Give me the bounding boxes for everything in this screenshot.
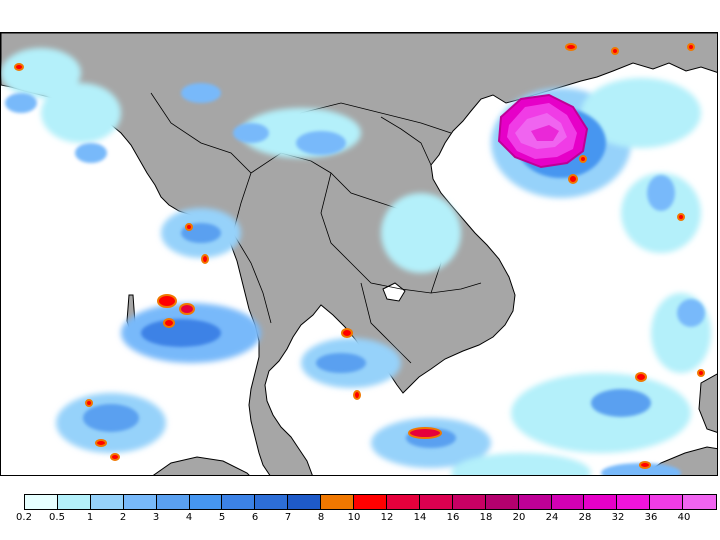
colorbar-label: 12 xyxy=(380,512,394,523)
colorbar-swatch xyxy=(288,495,322,509)
colorbar-swatch xyxy=(25,495,58,509)
colorbar-swatch xyxy=(452,495,486,509)
luzon-edge xyxy=(698,373,717,433)
colorbar-label: 20 xyxy=(512,512,526,523)
colorbar-label: 2 xyxy=(119,512,127,523)
colorbar-label: 14 xyxy=(413,512,427,523)
colorbar-label: 5 xyxy=(218,512,226,523)
colorbar-labels: 0.2 0.5 1 2 3 4 5 6 7 8 10 12 14 16 18 20 24 28 32 36 40 xyxy=(0,512,720,528)
colorbar-label: 1 xyxy=(86,512,94,523)
colorbar-label: 18 xyxy=(479,512,493,523)
precipitation-light xyxy=(1,48,711,475)
colorbar-label: 16 xyxy=(446,512,460,523)
colorbar-swatch xyxy=(57,495,91,509)
colorbar-swatch xyxy=(255,495,289,509)
sumatra-coast xyxy=(152,456,250,475)
mainland-southeast-asia xyxy=(1,33,717,475)
colorbar-swatch xyxy=(354,495,387,509)
colorbar-label: 8 xyxy=(317,512,325,523)
colorbar-label: 3 xyxy=(152,512,160,523)
tonle-sap-lake xyxy=(382,282,406,302)
colorbar-label: 32 xyxy=(611,512,625,523)
colorbar-label: 40 xyxy=(677,512,691,523)
colorbar-label: 7 xyxy=(284,512,292,523)
colorbar-swatch xyxy=(419,495,453,509)
colorbar-label: 36 xyxy=(644,512,658,523)
colorbar-swatch xyxy=(90,495,124,509)
colorbar-swatch xyxy=(123,495,157,509)
colorbar-label: 10 xyxy=(347,512,361,523)
colorbar-label: 4 xyxy=(185,512,193,523)
colorbar-label: 6 xyxy=(251,512,259,523)
colorbar-swatch xyxy=(551,495,585,509)
colorbar-swatch xyxy=(683,495,717,509)
precipitation-colorbar xyxy=(24,494,717,510)
colorbar-label: 24 xyxy=(545,512,559,523)
colorbar-label: 28 xyxy=(578,512,592,523)
colorbar-label: 0.2 xyxy=(16,512,32,523)
precipitation-heavy xyxy=(14,43,705,469)
colorbar-swatch xyxy=(156,495,190,509)
typhoon-core xyxy=(497,93,589,169)
colorbar-swatch xyxy=(222,495,256,509)
colorbar-swatch xyxy=(650,495,684,509)
precipitation-map xyxy=(0,32,718,476)
map-canvas xyxy=(1,33,717,475)
colorbar-swatch xyxy=(386,495,420,509)
colorbar-label: 0.5 xyxy=(49,512,65,523)
typhoon-eye-gap xyxy=(531,125,559,141)
colorbar-swatch xyxy=(584,495,618,509)
colorbar-swatch xyxy=(617,495,651,509)
colorbar-swatch xyxy=(189,495,223,509)
colorbar-swatch xyxy=(518,495,552,509)
colorbar-swatch xyxy=(485,495,519,509)
colorbar-swatch xyxy=(321,495,355,509)
